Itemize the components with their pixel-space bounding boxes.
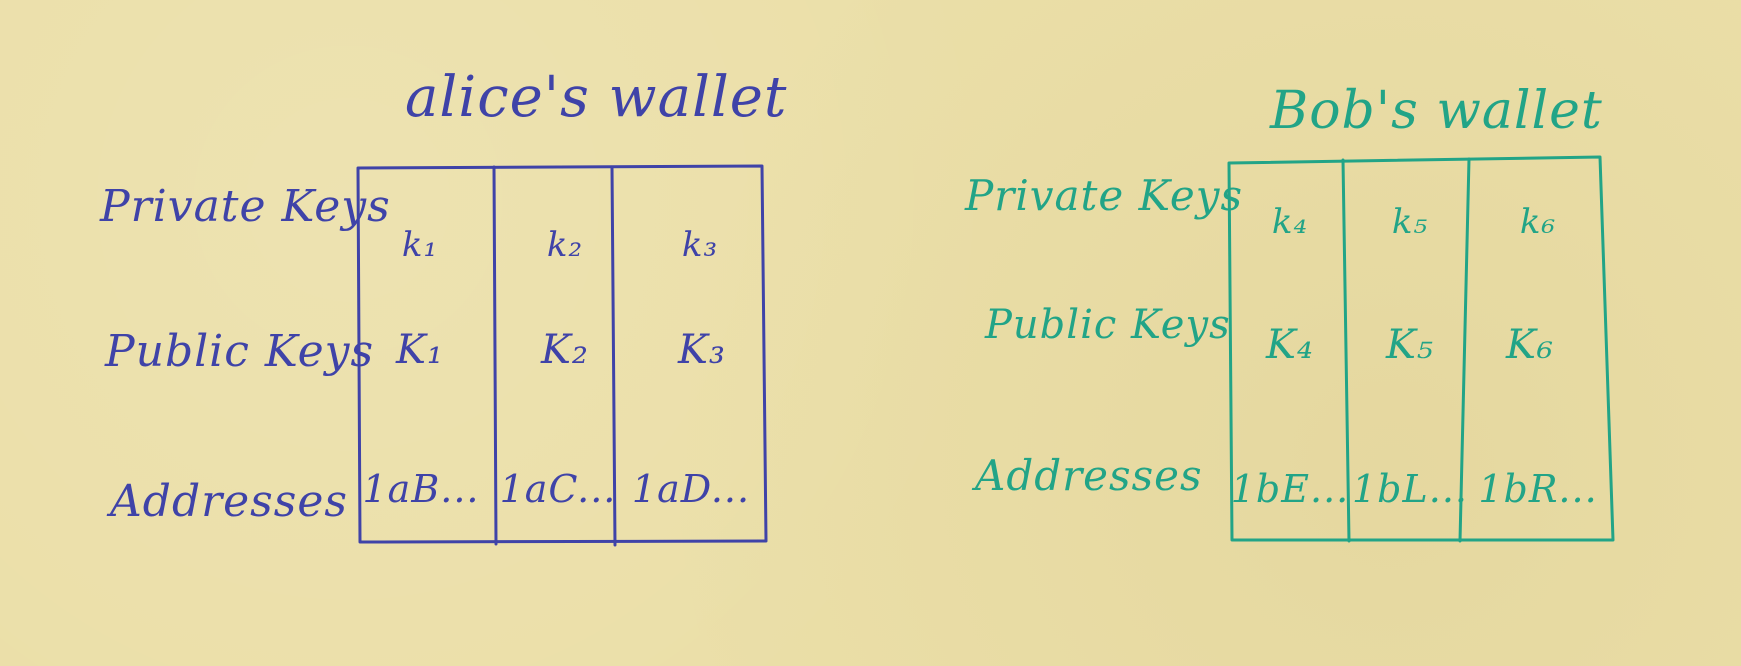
alice-row-label-addresses: Addresses bbox=[110, 476, 348, 527]
bob-wallet-title: Bob's wallet bbox=[1270, 81, 1603, 141]
bob-address-5: 1bL... bbox=[1352, 467, 1468, 511]
alice-address-1: 1aB... bbox=[362, 467, 480, 511]
alice-address-3: 1aD... bbox=[631, 467, 751, 511]
bob-address-4: 1bE... bbox=[1230, 467, 1350, 511]
alice-public-key-2: K₂ bbox=[541, 327, 589, 373]
bob-row-label-addresses: Addresses bbox=[975, 451, 1203, 500]
alice-address-2: 1aC... bbox=[499, 467, 617, 511]
alice-row-label-public-keys: Public Keys bbox=[105, 326, 375, 377]
alice-wallet-title: alice's wallet bbox=[405, 65, 788, 130]
bob-private-key-6: k₆ bbox=[1519, 202, 1557, 242]
bob-address-6: 1bR... bbox=[1478, 467, 1598, 511]
alice-private-key-3: k₃ bbox=[681, 225, 719, 265]
bob-public-key-4: K₄ bbox=[1266, 322, 1314, 368]
alice-private-key-1: k₁ bbox=[401, 225, 439, 265]
bob-public-key-6: K₆ bbox=[1506, 322, 1554, 368]
alice-public-key-3: K₃ bbox=[678, 327, 726, 373]
bob-private-key-4: k₄ bbox=[1271, 202, 1309, 242]
bob-private-key-5: k₅ bbox=[1391, 202, 1429, 242]
bob-public-key-5: K₅ bbox=[1386, 322, 1434, 368]
alice-private-key-2: k₂ bbox=[546, 225, 584, 265]
alice-public-key-1: K₁ bbox=[396, 327, 444, 373]
alice-row-label-private-keys: Private Keys bbox=[100, 181, 391, 232]
bob-row-label-public-keys: Public Keys bbox=[985, 302, 1231, 348]
bob-row-label-private-keys: Private Keys bbox=[965, 171, 1244, 220]
